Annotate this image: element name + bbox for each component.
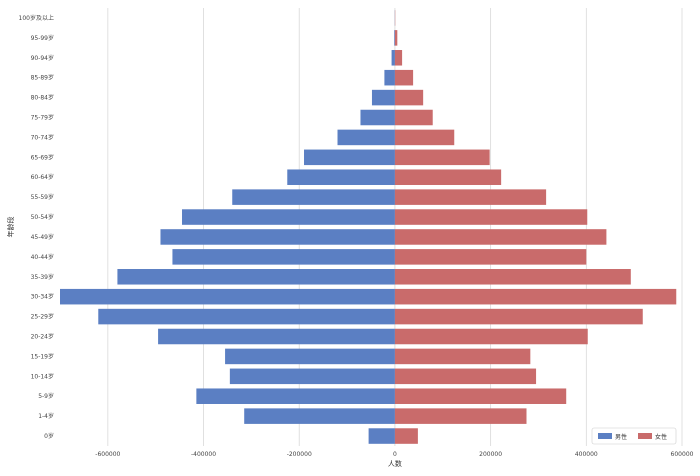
- legend-frame: [591, 427, 677, 445]
- female-bar-4: [394, 348, 531, 365]
- y-tick-label: 30-34岁: [31, 293, 54, 301]
- y-tick-label: 55-59岁: [31, 193, 54, 201]
- y-tick-label: 90-94岁: [31, 54, 54, 62]
- female-bar-3: [394, 368, 537, 385]
- male-bar-7: [60, 288, 395, 305]
- y-tick-label: 45-49岁: [31, 233, 54, 241]
- x-tick-label: 600000: [671, 451, 694, 458]
- female-bar-9: [394, 249, 587, 265]
- male-bar-20: [394, 30, 395, 46]
- female-bar-16: [394, 109, 433, 126]
- y-tick-label: 25-29岁: [31, 313, 54, 321]
- x-tick-label: 0: [393, 451, 397, 458]
- x-tick-label: -400000: [191, 451, 216, 458]
- male-bar-17: [371, 89, 395, 106]
- y-tick-label: 0岁: [44, 432, 54, 440]
- female-bar-20: [394, 30, 398, 46]
- male-bar-10: [160, 229, 395, 245]
- female-bar-7: [394, 288, 677, 305]
- female-bar-10: [394, 229, 607, 245]
- y-tick-label: 100岁及以上: [19, 14, 54, 22]
- female-bar-6: [394, 308, 643, 325]
- legend-swatch: [598, 433, 612, 439]
- male-bar-16: [360, 109, 395, 126]
- male-bar-0: [368, 428, 395, 444]
- male-bar-13: [287, 169, 395, 185]
- male-bar-11: [182, 209, 395, 225]
- x-tick-label: 400000: [575, 451, 598, 458]
- y-tick-label: 65-69岁: [31, 153, 54, 161]
- female-bar-1: [394, 408, 527, 424]
- male-bar-12: [232, 189, 395, 205]
- legend-label: 男性: [615, 433, 627, 441]
- female-bar-5: [394, 328, 588, 345]
- legend-swatch: [638, 433, 652, 439]
- legend-label: 女性: [655, 433, 667, 441]
- x-axis-label: 人数: [388, 459, 402, 468]
- male-bar-6: [98, 308, 395, 325]
- y-tick-label: 85-89岁: [31, 74, 54, 82]
- x-tick-label: 200000: [479, 451, 502, 458]
- x-tick-labels: -600000 -400000 -200000 0 200000 400000 600000: [95, 451, 693, 458]
- male-bar-2: [196, 388, 395, 404]
- female-bar-11: [394, 209, 588, 225]
- y-tick-label: 95-99岁: [31, 34, 54, 42]
- female-bar-14: [394, 149, 490, 166]
- male-bar-3: [229, 368, 395, 385]
- female-bar-18: [394, 69, 414, 86]
- y-tick-label: 10-14岁: [31, 372, 54, 380]
- male-bar-5: [158, 328, 395, 345]
- y-tick-label: 80-84岁: [31, 94, 54, 102]
- y-tick-label: 70-74岁: [31, 133, 54, 141]
- y-tick-label: 5-9岁: [38, 392, 54, 400]
- y-tick-label: 40-44岁: [31, 253, 54, 261]
- y-tick-label: 1-4岁: [38, 412, 54, 420]
- male-bar-4: [225, 348, 395, 365]
- y-tick-label: 75-79岁: [31, 114, 54, 122]
- female-bar-8: [394, 269, 631, 285]
- male-bar-9: [172, 249, 395, 265]
- y-tick-label: 60-64岁: [31, 173, 54, 181]
- y-tick-label: 50-54岁: [31, 213, 54, 221]
- female-bar-19: [394, 50, 403, 66]
- x-tick-label: -200000: [287, 451, 312, 458]
- bar-layer: [60, 10, 677, 444]
- y-tick-labels: 0岁 1-4岁 5-9岁 10-14岁 15-19岁 20-24岁 25-29岁 30-34岁…: [19, 14, 54, 440]
- male-bar-15: [337, 129, 395, 146]
- y-tick-label: 15-19岁: [31, 352, 54, 360]
- female-bar-2: [394, 388, 567, 404]
- legend: 男性 女性: [591, 427, 677, 445]
- female-bar-12: [394, 189, 547, 205]
- y-tick-label: 35-39岁: [31, 273, 54, 281]
- male-bar-18: [384, 69, 395, 86]
- y-axis-label: 年龄段: [6, 217, 15, 238]
- y-tick-label: 20-24岁: [31, 333, 54, 341]
- male-bar-14: [304, 149, 395, 166]
- male-bar-8: [117, 269, 395, 285]
- male-bar-19: [391, 50, 395, 66]
- female-bar-17: [394, 89, 424, 106]
- female-bar-0: [394, 428, 418, 444]
- x-tick-label: -600000: [95, 451, 120, 458]
- male-bar-1: [244, 408, 395, 424]
- female-bar-13: [394, 169, 502, 185]
- female-bar-15: [394, 129, 455, 146]
